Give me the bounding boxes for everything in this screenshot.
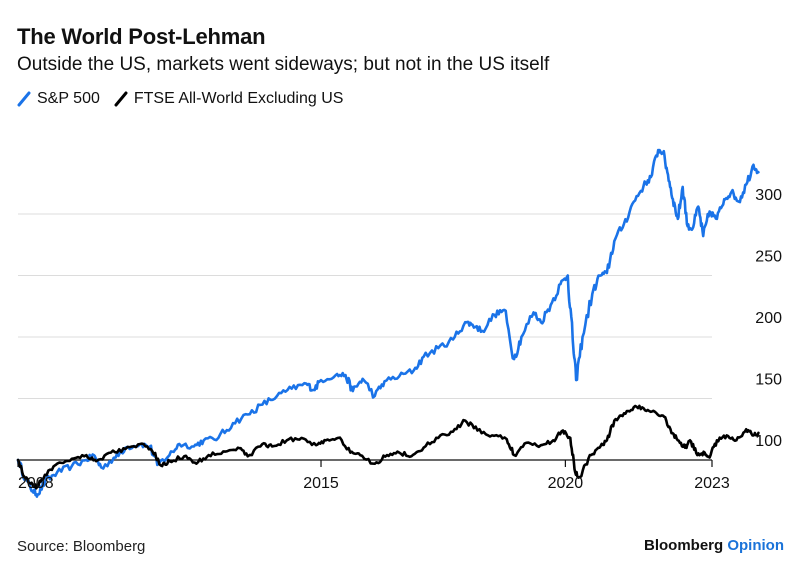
- y-tick-label-200: 200: [755, 310, 782, 327]
- x-tick-label-2023: 2023: [694, 475, 730, 492]
- legend-item-sp500: S&P 500: [17, 90, 100, 108]
- chart-title: The World Post-Lehman: [17, 24, 266, 49]
- brand-main: Bloomberg: [644, 537, 724, 554]
- y-tick-label-300: 300: [755, 187, 782, 204]
- series-line-ftse: [16, 404, 760, 490]
- legend-item-ftse: FTSE All-World Excluding US: [114, 90, 344, 108]
- legend-label-sp500: S&P 500: [37, 90, 100, 107]
- grid-layer: [18, 213, 712, 461]
- brand-logo: Bloomberg Opinion: [644, 537, 784, 554]
- y-tick-label-250: 250: [755, 249, 782, 266]
- y-tick-layer: 100 150 200 250 300: [755, 187, 782, 450]
- chart-subtitle: Outside the US, markets went sideways; b…: [17, 54, 550, 75]
- series-line-sp500: [16, 148, 760, 498]
- chart-legend: S&P 500 FTSE All-World Excluding US: [17, 90, 357, 108]
- source-note: Source: Bloomberg: [17, 538, 146, 555]
- x-tick-label-2020: 2020: [548, 475, 584, 492]
- y-tick-label-100: 100: [755, 433, 782, 450]
- legend-label-ftse: FTSE All-World Excluding US: [133, 90, 344, 107]
- legend-swatch-sp500: [17, 91, 31, 107]
- y-tick-label-150: 150: [755, 372, 782, 389]
- x-tick-layer: 2008 2015 2020 2023: [17, 460, 730, 492]
- legend-swatch-ftse: [114, 91, 128, 107]
- x-tick-label-2015: 2015: [303, 475, 339, 492]
- brand-accent: Opinion: [727, 537, 784, 554]
- series-layer: [16, 148, 760, 498]
- x-tick-label-2008: 2008: [18, 475, 54, 492]
